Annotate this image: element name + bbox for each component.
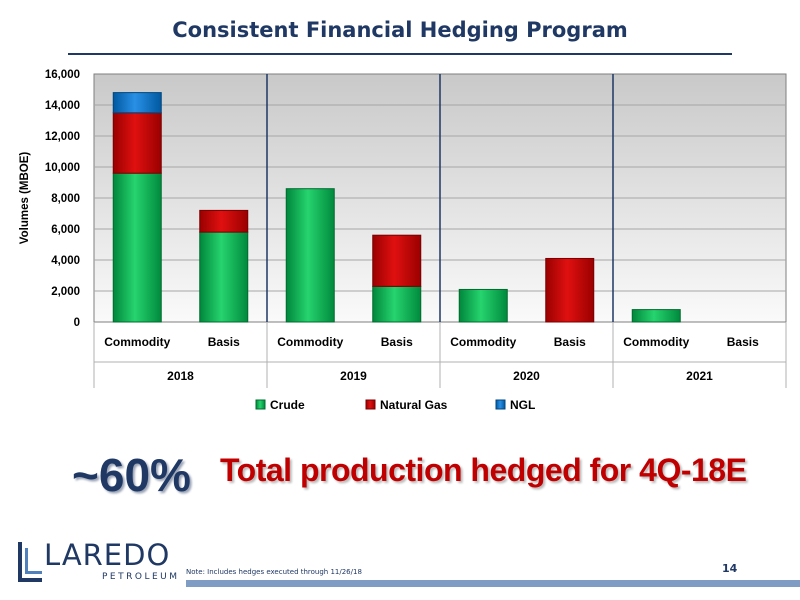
legend-swatch-ngl bbox=[495, 399, 506, 410]
legend-swatch-natural-gas bbox=[365, 399, 376, 410]
bar-crude bbox=[199, 231, 249, 323]
logo-mark-icon bbox=[18, 542, 42, 582]
y-tick-label: 10,000 bbox=[45, 162, 80, 174]
laredo-logo: LAREDO PETROLEUM bbox=[16, 538, 186, 588]
legend-swatch-crude bbox=[255, 399, 266, 410]
x-category-label: Commodity bbox=[104, 335, 170, 349]
bar-crude bbox=[458, 288, 508, 323]
x-group-label: 2021 bbox=[686, 369, 713, 383]
bar-ngl bbox=[112, 92, 162, 114]
bar-crude bbox=[372, 285, 422, 323]
logo-subtext: PETROLEUM bbox=[102, 572, 180, 582]
slide-title: Consistent Financial Hedging Program bbox=[172, 18, 628, 42]
footnote: Note: Includes hedges executed through 1… bbox=[186, 568, 362, 576]
y-axis-title: Volumes (MBOE) bbox=[19, 152, 31, 245]
bar-natural-gas bbox=[545, 257, 595, 323]
page-number: 14 bbox=[722, 562, 738, 575]
hedged-description: Total production hedged for 4Q-18E bbox=[220, 452, 747, 488]
x-group-label: 2020 bbox=[513, 369, 540, 383]
bar-crude bbox=[631, 309, 681, 323]
legend-label: NGL bbox=[510, 398, 535, 412]
y-tick-label: 8,000 bbox=[51, 193, 80, 205]
x-category-label: Commodity bbox=[277, 335, 343, 349]
x-category-label: Basis bbox=[208, 335, 240, 349]
hedged-percent: ~60% bbox=[72, 449, 191, 501]
y-tick-label: 14,000 bbox=[45, 100, 80, 112]
y-tick-label: 0 bbox=[74, 317, 80, 329]
bar-crude bbox=[112, 172, 162, 323]
bar-crude bbox=[285, 188, 335, 323]
legend-label: Natural Gas bbox=[380, 398, 448, 412]
y-tick-label: 2,000 bbox=[51, 286, 80, 298]
x-category-label: Basis bbox=[727, 335, 759, 349]
x-category-label: Commodity bbox=[623, 335, 689, 349]
x-category-label: Basis bbox=[554, 335, 586, 349]
logo-wordmark: LAREDO bbox=[44, 538, 171, 572]
x-category-label: Basis bbox=[381, 335, 413, 349]
hedging-volume-chart: 0 2,000 4,000 6,000 8,000 10,000 12,000 14,000 1… bbox=[19, 69, 787, 412]
y-tick-label: 16,000 bbox=[45, 69, 80, 81]
x-group-label: 2018 bbox=[167, 369, 194, 383]
x-group-label: 2019 bbox=[340, 369, 367, 383]
bar-natural-gas bbox=[199, 209, 249, 233]
x-category-label: Commodity bbox=[450, 335, 516, 349]
hedge-callout: ~60% Total production hedged for 4Q-18E bbox=[60, 440, 760, 510]
chart-legend: Crude Natural Gas NGL bbox=[255, 398, 535, 412]
y-tick-label: 12,000 bbox=[45, 131, 80, 143]
bar-natural-gas bbox=[372, 234, 422, 287]
footer-bar bbox=[186, 580, 800, 587]
title-underline bbox=[68, 53, 732, 55]
bar-natural-gas bbox=[112, 112, 162, 174]
legend-label: Crude bbox=[270, 398, 305, 412]
y-tick-label: 6,000 bbox=[51, 224, 80, 236]
y-tick-label: 4,000 bbox=[51, 255, 80, 267]
